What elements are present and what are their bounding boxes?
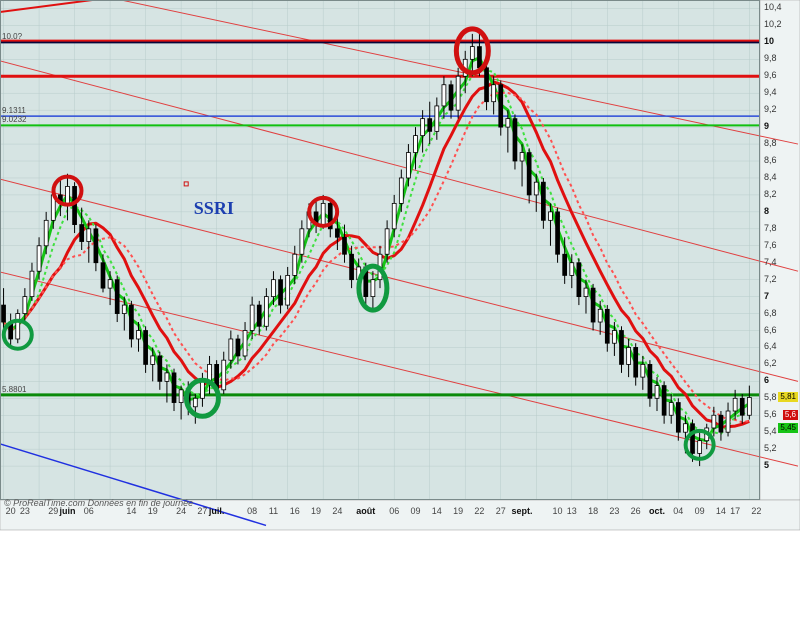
x-tick-label: 09 (410, 506, 420, 516)
x-tick-label: 14 (716, 506, 726, 516)
x-tick-label: 11 (269, 506, 278, 516)
x-tick-label: juin (59, 506, 75, 516)
y-tick-label: 5 (764, 460, 769, 470)
x-tick-label: 14 (126, 506, 136, 516)
y-tick-label: 9 (764, 121, 769, 131)
y-tick-label: 5,6 (764, 409, 777, 419)
hline-label: 9.1311 (2, 106, 26, 115)
y-tick-label: 6,2 (764, 358, 777, 368)
x-tick-label: 06 (84, 506, 94, 516)
x-tick-label: 04 (673, 506, 683, 516)
price-badge: 5,81 (778, 392, 798, 402)
ticker-label: SSRI (194, 198, 234, 219)
x-tick-label: 23 (20, 506, 30, 516)
x-tick-label: 10 (553, 506, 563, 516)
x-tick-label: juil. (209, 506, 225, 516)
x-tick-label: sept. (512, 506, 533, 516)
x-tick-label: 17 (730, 506, 740, 516)
x-tick-label: 27 (197, 506, 207, 516)
x-tick-label: 06 (389, 506, 399, 516)
hline-label: 9.0232 (2, 115, 26, 124)
hline-label: 10.0? (2, 32, 22, 41)
x-tick-label: 27 (496, 506, 506, 516)
y-tick-label: 8,4 (764, 172, 777, 182)
x-tick-label: 24 (332, 506, 342, 516)
y-tick-label: 6,6 (764, 325, 777, 335)
x-tick-label: 09 (695, 506, 705, 516)
x-tick-label: 08 (247, 506, 257, 516)
y-tick-label: 5,4 (764, 426, 777, 436)
y-tick-label: 9,2 (764, 104, 777, 114)
price-badge: 5,6 (783, 410, 798, 420)
y-tick-label: 9,4 (764, 87, 777, 97)
y-tick-label: 5,8 (764, 392, 777, 402)
x-tick-label: 13 (567, 506, 577, 516)
y-tick-label: 5,2 (764, 443, 777, 453)
y-tick-label: 7,2 (764, 274, 777, 284)
y-tick-label: 9,8 (764, 53, 777, 63)
x-tick-label: oct. (649, 506, 665, 516)
y-tick-label: 6 (764, 375, 769, 385)
x-tick-label: 26 (631, 506, 641, 516)
x-tick-label: 18 (588, 506, 598, 516)
chart-container[interactable]: SSRI © ProRealTime.com Données en fin de… (0, 0, 800, 640)
price-badge: 5,45 (778, 423, 798, 433)
x-tick-label: 23 (609, 506, 619, 516)
x-tick-label: 22 (474, 506, 484, 516)
y-tick-label: 7,8 (764, 223, 777, 233)
y-tick-label: 10,2 (764, 19, 782, 29)
y-tick-label: 9,6 (764, 70, 777, 80)
chart-svg (0, 0, 800, 640)
y-tick-label: 8,6 (764, 155, 777, 165)
y-tick-label: 7 (764, 291, 769, 301)
x-tick-label: 24 (176, 506, 186, 516)
x-tick-label: 14 (432, 506, 442, 516)
x-tick-label: août (356, 506, 375, 516)
x-tick-label: 19 (453, 506, 463, 516)
x-tick-label: 16 (290, 506, 300, 516)
y-tick-label: 10 (764, 36, 774, 46)
x-tick-label: 20 (6, 506, 16, 516)
y-tick-label: 7,6 (764, 240, 777, 250)
y-tick-label: 6,8 (764, 308, 777, 318)
x-tick-label: 19 (148, 506, 158, 516)
y-tick-label: 8,8 (764, 138, 777, 148)
x-tick-label: 29 (48, 506, 58, 516)
y-tick-label: 8 (764, 206, 769, 216)
watermark: © ProRealTime.com Données en fin de jour… (4, 498, 193, 508)
x-tick-label: 19 (311, 506, 321, 516)
y-tick-label: 6,4 (764, 341, 777, 351)
y-tick-label: 10,4 (764, 2, 782, 12)
y-tick-label: 8,2 (764, 189, 777, 199)
y-tick-label: 7,4 (764, 257, 777, 267)
hline-label: 5.8801 (2, 385, 26, 394)
x-tick-label: 22 (751, 506, 761, 516)
